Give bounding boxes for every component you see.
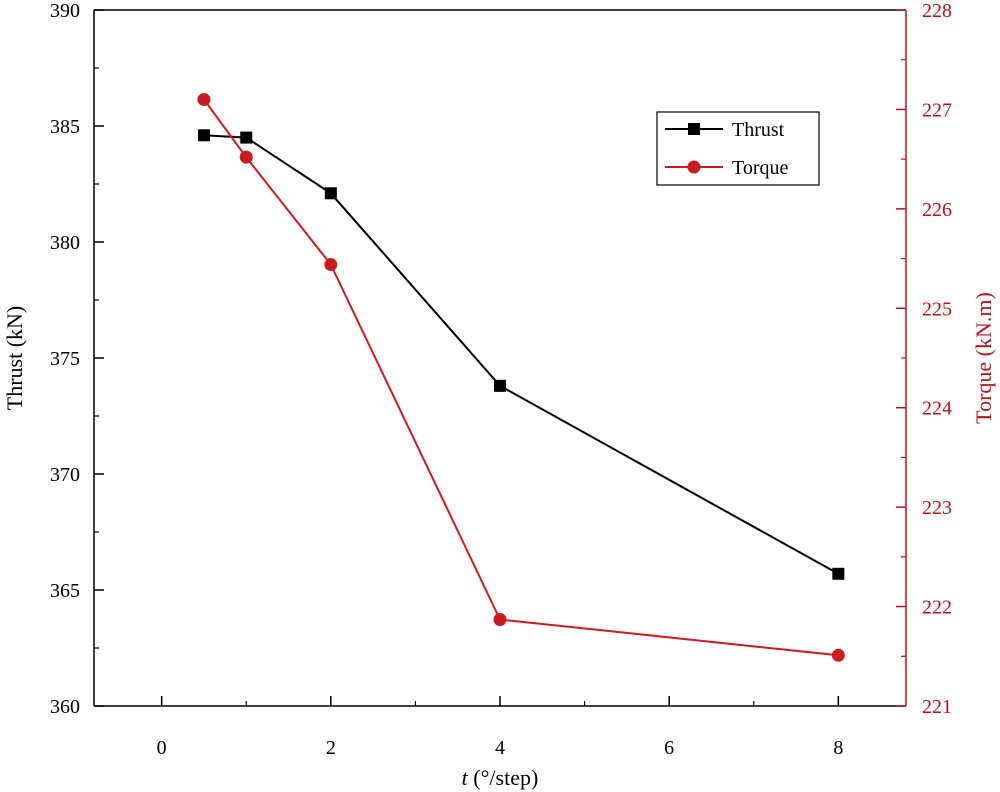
right-y-tick-label: 228 <box>922 0 952 22</box>
legend-marker-thrust <box>688 123 700 135</box>
x-tick-label: 8 <box>833 737 843 759</box>
left-y-axis-label: Thrust (kN) <box>2 306 27 410</box>
legend-label-thrust: Thrust <box>732 119 785 141</box>
right-y-tick-label: 224 <box>922 398 952 420</box>
right-y-tick-label: 223 <box>922 497 952 519</box>
right-y-tick-label: 225 <box>922 298 952 320</box>
right-y-tick-label: 221 <box>922 696 952 718</box>
data-point-torque <box>831 648 845 662</box>
legend-label-torque: Torque <box>732 157 788 179</box>
data-point-thrust <box>832 567 845 580</box>
x-tick-label: 0 <box>157 737 167 759</box>
legend: Thrust Torque <box>656 111 820 186</box>
data-point-thrust <box>197 129 210 142</box>
legend-box <box>656 111 820 186</box>
data-point-thrust <box>494 379 506 392</box>
x-axis-label-variable: t <box>462 765 469 790</box>
right-y-axis-label: Torque (kN.m) <box>971 292 996 424</box>
x-tick-label: 4 <box>495 737 505 759</box>
data-point-torque <box>197 92 211 106</box>
data-point-thrust <box>240 131 253 144</box>
left-y-tick-label: 380 <box>50 232 80 254</box>
axis-labels-layer: t (°/step) Thrust (kN) Torque (kN.m) <box>2 292 996 790</box>
x-tick-label: 2 <box>326 737 336 759</box>
left-y-tick-label: 390 <box>50 0 80 22</box>
left-y-tick-label: 370 <box>50 464 80 486</box>
right-y-tick-label: 226 <box>922 199 952 221</box>
x-axis-label: t (°/step) <box>462 765 539 790</box>
legend-marker-torque <box>687 160 701 174</box>
data-point-torque <box>324 258 338 272</box>
data-point-thrust <box>324 187 337 200</box>
right-y-tick-label: 227 <box>922 99 952 121</box>
data-point-torque <box>493 612 507 626</box>
data-point-torque <box>239 150 253 164</box>
axes-layer: 0 2 4 6 8 360 365 370 375 380 385 390 221 222 223 224 22… <box>50 0 952 759</box>
series-layer <box>197 92 845 662</box>
right-y-tick-label: 222 <box>922 597 952 619</box>
left-y-tick-label: 375 <box>50 348 80 370</box>
left-y-tick-label: 365 <box>50 580 80 602</box>
x-tick-label: 6 <box>664 737 674 759</box>
x-axis-label-unit: (°/step) <box>468 765 539 790</box>
left-y-tick-label: 385 <box>50 116 80 138</box>
left-y-tick-label: 360 <box>50 696 80 718</box>
